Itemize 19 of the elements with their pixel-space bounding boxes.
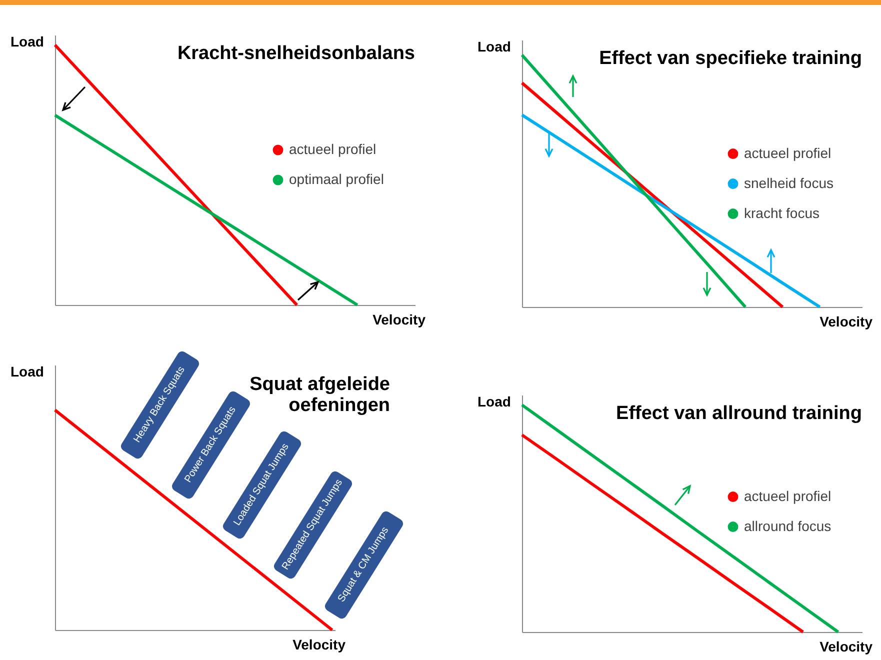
x-axis-title: Velocity	[372, 312, 426, 328]
legend-label: actueel profiel	[744, 488, 832, 504]
y-axis-title: Load	[478, 394, 511, 410]
chart-title: Effect van allround training	[616, 403, 862, 424]
y-axis-title: Load	[478, 38, 511, 54]
y-axis-title: Load	[10, 34, 44, 50]
chart-title: Effect van specifieke training	[599, 48, 862, 69]
x-axis-title: Velocity	[292, 636, 346, 652]
legend-label: allround focus	[744, 518, 832, 534]
chart-title: Kracht-snelheidsonbalans	[177, 43, 415, 64]
y-axis-title: Load	[10, 364, 44, 380]
x-axis-title: Velocity	[820, 314, 873, 330]
legend-label: snelheid focus	[744, 174, 834, 191]
chart-title: Squat afgeleide oefeningen	[250, 374, 390, 416]
legend-label: actueel profiel	[289, 141, 376, 157]
legend-label: actueel profiel	[744, 144, 832, 161]
x-axis-title: Velocity	[820, 638, 873, 654]
legend-label: kracht focus	[744, 204, 820, 221]
legend-label: optimaal profiel	[289, 171, 384, 187]
